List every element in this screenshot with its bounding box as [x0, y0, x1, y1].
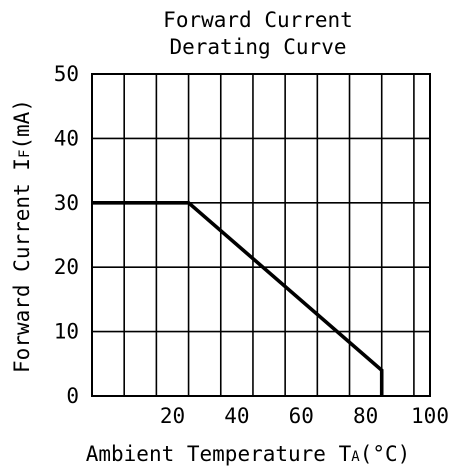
y-tick-label: 30: [54, 191, 79, 215]
x-axis-label-text-unit: (°C): [360, 442, 411, 466]
y-tick-label: 10: [54, 320, 79, 344]
plot-frame: [91, 73, 431, 397]
x-tick-label: 80: [353, 404, 378, 428]
x-tick-label: 40: [224, 404, 249, 428]
y-tick-label: 40: [54, 126, 79, 150]
y-tick-label: 50: [54, 62, 79, 86]
x-tick-labels: 20 40 60 80 100: [160, 404, 449, 428]
derating-curve: [92, 201, 384, 396]
series-group: [92, 201, 384, 396]
x-tick-label: 100: [411, 404, 449, 428]
chart-title-line-2: Derating Curve: [169, 35, 346, 59]
chart-title: Forward Current Derating Curve: [163, 8, 353, 59]
x-axis-label-text: Ambient Temperature TA(°C): [86, 442, 411, 466]
y-tick-label: 20: [54, 255, 79, 279]
y-tick-labels: 0 10 20 30 40 50: [54, 62, 79, 408]
chart-title-line-1: Forward Current: [163, 8, 353, 32]
y-axis-label-text-main: Forward Current I: [10, 158, 34, 373]
x-axis-label: Ambient Temperature TA(°C): [86, 442, 411, 466]
y-axis-label-text-unit: (mA): [10, 99, 34, 150]
grid: [92, 74, 430, 396]
x-axis-label-text-main: Ambient Temperature T: [86, 442, 352, 466]
y-tick-label: 0: [66, 384, 79, 408]
x-axis-label-text-subscript: A: [351, 449, 360, 465]
y-axis-label-text-subscript: F: [17, 150, 33, 158]
y-axis-label: Forward Current IF(mA): [10, 99, 34, 373]
x-tick-label: 60: [289, 404, 314, 428]
y-axis-label-text: Forward Current IF(mA): [10, 99, 34, 373]
x-tick-label: 20: [160, 404, 185, 428]
